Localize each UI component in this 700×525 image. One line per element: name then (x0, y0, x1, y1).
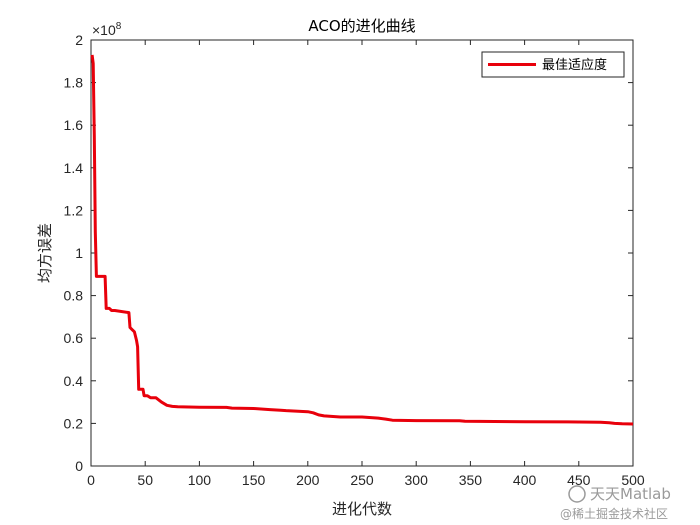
legend: 最佳适应度 (481, 51, 625, 78)
series-layer (90, 54, 634, 426)
y-tick-label: 0 (75, 458, 83, 474)
watermark-line1: 天天Matlab (590, 485, 671, 503)
y-exponent-label: ×108 (92, 21, 122, 38)
y-tick-label: 1.8 (64, 75, 84, 91)
x-tick-label: 0 (87, 472, 95, 488)
y-tick-label: 2 (75, 32, 83, 48)
y-tick-label: 0.2 (64, 415, 84, 431)
x-tick-label: 150 (242, 472, 266, 488)
x-tick-label: 50 (137, 472, 153, 488)
x-tick-label: 250 (350, 472, 374, 488)
x-axis-label: 进化代数 (332, 500, 392, 518)
watermark-line2: @稀土掘金技术社区 (560, 506, 668, 521)
watermark: 天天Matlab @稀土掘金技术社区 (560, 485, 671, 521)
series-line-best-fitness (90, 54, 634, 426)
x-tick-label: 350 (459, 472, 483, 488)
wechat-icon (568, 485, 586, 503)
x-tick-label: 450 (567, 472, 591, 488)
y-tick-label: 1.6 (64, 117, 84, 133)
x-tick-label: 400 (513, 472, 537, 488)
legend-entry-label: 最佳适应度 (542, 57, 607, 73)
y-tick-label: 1 (75, 245, 83, 261)
y-tick-label: 0.6 (64, 330, 84, 346)
chart-title: ACO的进化曲线 (308, 17, 415, 35)
x-axis-ticks: 0 50 100 150 200 250 300 350 400 450 500 (87, 40, 645, 488)
x-tick-label: 500 (621, 472, 645, 488)
x-tick-label: 200 (296, 472, 320, 488)
plot-area (90, 39, 634, 467)
y-tick-label: 0.8 (64, 288, 84, 304)
x-tick-label: 100 (188, 472, 212, 488)
y-tick-label: 1.4 (64, 160, 84, 176)
y-axis-ticks: 0 0.2 0.4 0.6 0.8 1 1.2 1.4 1.6 1.8 2 (64, 32, 633, 474)
x-tick-label: 300 (405, 472, 429, 488)
y-axis-label: 均方误差 (36, 223, 54, 283)
y-tick-label: 1.2 (64, 202, 84, 218)
y-tick-label: 0.4 (64, 373, 84, 389)
y-exponent-power: 8 (116, 21, 122, 32)
y-exponent-base: ×10 (92, 22, 116, 38)
